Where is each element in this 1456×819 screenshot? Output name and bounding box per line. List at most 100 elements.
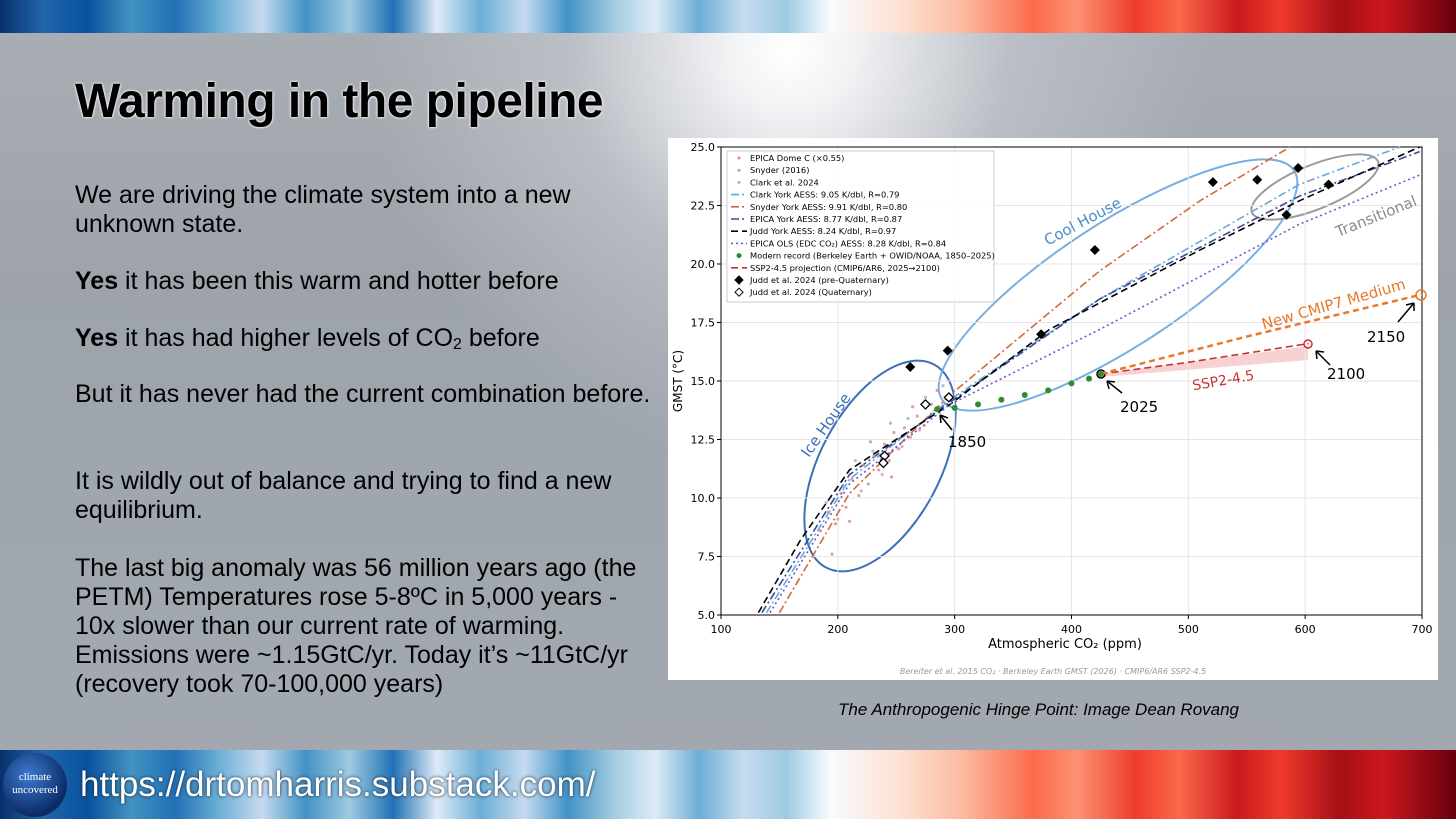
data-point — [889, 475, 894, 479]
legend-label: Clark et al. 2024 — [750, 177, 819, 187]
data-point — [935, 388, 939, 392]
fit-line — [769, 174, 1420, 614]
y-tick-label: 10.0 — [691, 492, 716, 505]
data-point — [896, 447, 901, 451]
data-point — [929, 402, 933, 406]
url-text: https://drtomharris.substack.com/ — [80, 765, 596, 804]
data-point — [918, 428, 922, 432]
ellipse — [937, 158, 1299, 412]
data-point — [951, 404, 958, 411]
y-tick-label: 25.0 — [691, 141, 716, 154]
data-point — [1207, 177, 1218, 188]
y-tick-label: 17.5 — [691, 317, 716, 330]
data-point — [943, 391, 955, 403]
data-point — [892, 430, 896, 435]
data-point — [842, 484, 846, 488]
fit-line — [765, 146, 1401, 614]
logo: climate uncovered — [3, 753, 67, 817]
annotation: 2150 — [1367, 328, 1405, 346]
y-tick-label: 20.0 — [691, 258, 716, 271]
y-tick-label: 12.5 — [691, 434, 716, 447]
data-point — [911, 405, 915, 409]
x-axis-label: Atmospheric CO₂ (ppm) — [988, 637, 1142, 652]
legend-label: Judd et al. 2024 (Quaternary) — [749, 287, 872, 297]
data-point — [920, 398, 931, 410]
legend-label: SSP2-4.5 projection (CMIP6/AR6, 2025→210… — [750, 263, 940, 273]
data-point — [998, 396, 1005, 403]
data-point — [941, 384, 945, 388]
logo-text: climate — [18, 771, 52, 783]
legend-box — [726, 150, 995, 303]
text: before — [461, 324, 540, 352]
bold-text: Yes — [75, 324, 119, 352]
data-point — [975, 401, 982, 408]
data-point — [861, 463, 866, 467]
y-tick-label: 5.0 — [698, 609, 716, 622]
annotation: 1850 — [948, 433, 986, 451]
warming-stripes — [0, 750, 1456, 819]
arrow — [939, 414, 953, 431]
paragraph: The last big anomaly was 56 million year… — [75, 554, 637, 698]
x-tick-label: 500 — [1178, 623, 1199, 636]
legend-label: EPICA Dome C (×0.55) — [750, 153, 844, 163]
data-point — [833, 522, 838, 526]
data-point — [847, 519, 852, 524]
data-point — [880, 473, 884, 477]
x-tick-label: 400 — [1061, 623, 1082, 636]
x-tick-label: 200 — [827, 623, 848, 636]
data-point — [853, 458, 857, 463]
figure-caption: The Anthropogenic Hinge Point: Image Dea… — [838, 700, 1240, 719]
data-point — [857, 494, 861, 498]
data-point — [850, 477, 854, 481]
arrows — [939, 302, 1415, 431]
data-point — [908, 435, 912, 439]
data-point — [1021, 392, 1028, 399]
legend-swatch — [737, 180, 741, 184]
fit-line — [757, 146, 1420, 614]
data-point — [826, 510, 831, 514]
annotation: 2025 — [1120, 398, 1158, 416]
ellipse — [803, 359, 957, 573]
paragraph: It is wildly out of balance and trying t… — [75, 467, 612, 524]
data-point — [1252, 174, 1263, 185]
data-point — [1097, 370, 1104, 377]
data-point — [877, 457, 889, 469]
data-point — [1086, 375, 1093, 382]
data-point — [942, 345, 953, 356]
data-point — [1089, 244, 1100, 255]
legend-label: Modern record (Berkeley Earth + OWID/NOA… — [750, 251, 995, 261]
data-point — [934, 406, 941, 413]
annotation: 2100 — [1327, 365, 1365, 383]
warming-stripes — [0, 0, 1456, 33]
paragraph: Yes it has been this warm and hotter bef… — [75, 267, 665, 296]
uncertainty-band — [1101, 346, 1308, 377]
source-note: Bereiter et al. 2015 CO₂ · Berkeley Eart… — [900, 667, 1206, 676]
legend-label: Snyder (2016) — [750, 165, 809, 175]
legend-swatch — [737, 168, 741, 172]
legend-swatch — [736, 253, 742, 259]
legend-label: EPICA York AESS: 8.77 K/dbl, R=0.87 — [750, 214, 902, 224]
data-point — [915, 414, 919, 418]
legend-label: Judd York AESS: 8.24 K/dbl, R=0.97 — [749, 226, 896, 236]
x-tick-label: 300 — [944, 623, 965, 636]
data-point — [824, 501, 828, 505]
data-point — [888, 421, 893, 425]
data-point — [1281, 209, 1292, 220]
data-point — [900, 444, 904, 449]
data-point — [1293, 163, 1304, 174]
data-point — [906, 416, 910, 421]
text: it has had higher levels of CO — [118, 324, 454, 352]
data-point — [872, 454, 876, 458]
data-point — [882, 442, 887, 446]
text: it has been this warm and hotter before — [118, 267, 559, 295]
legend-label: Clark York AESS: 9.05 K/dbl, R=0.79 — [750, 190, 899, 200]
data-point — [922, 423, 926, 428]
x-tick-label: 100 — [711, 623, 732, 636]
legend-label: EPICA OLS (EDC CO₂) AESS: 8.28 K/dbl, R=… — [750, 238, 946, 248]
data-point — [1068, 380, 1075, 387]
data-point — [902, 426, 907, 430]
logo-text: uncovered — [12, 784, 58, 796]
fit-line — [778, 146, 1291, 614]
